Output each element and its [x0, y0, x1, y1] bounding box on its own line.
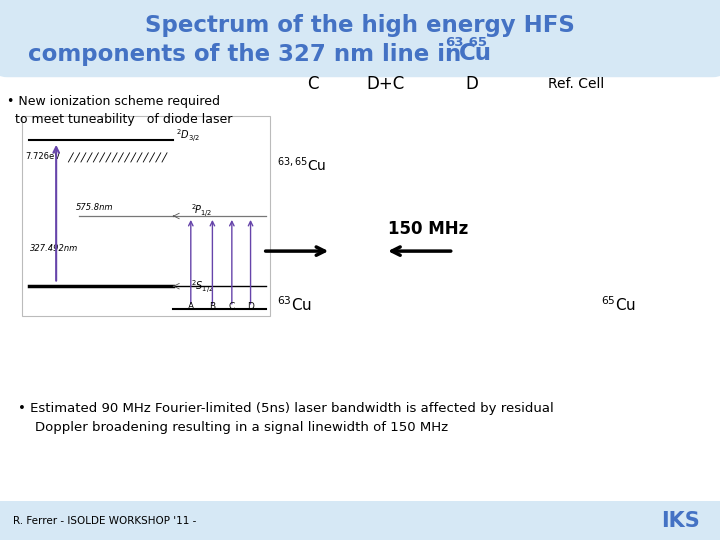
Text: $^{63,65}$Cu: $^{63,65}$Cu: [277, 156, 327, 174]
Text: D+C: D+C: [366, 75, 405, 93]
Text: C: C: [307, 75, 319, 93]
Text: $^{63}$Cu: $^{63}$Cu: [277, 296, 312, 314]
Text: • New ionization scheme required
  to meet tuneability   of diode laser: • New ionization scheme required to meet…: [7, 94, 233, 125]
Text: Ref. Cell: Ref. Cell: [548, 77, 604, 91]
Text: Spectrum of the high energy HFS: Spectrum of the high energy HFS: [145, 15, 575, 37]
Text: D: D: [465, 75, 478, 93]
Text: $^2S_{1/2}$: $^2S_{1/2}$: [191, 279, 214, 295]
Text: components of the 327 nm line in: components of the 327 nm line in: [28, 43, 469, 65]
Text: $^2\!P_{1/2}$: $^2\!P_{1/2}$: [191, 202, 212, 219]
Text: D: D: [247, 302, 254, 312]
Text: 150 MHz: 150 MHz: [388, 220, 469, 239]
Text: R. Ferrer - ISOLDE WORKSHOP '11 -: R. Ferrer - ISOLDE WORKSHOP '11 -: [13, 516, 197, 525]
Text: 327.492nm: 327.492nm: [30, 244, 78, 253]
Text: A: A: [188, 302, 194, 312]
Text: 7.726eV: 7.726eV: [25, 152, 60, 161]
Text: 63,65: 63,65: [445, 36, 487, 49]
Text: $^2D_{3/2}$: $^2D_{3/2}$: [176, 127, 200, 144]
Text: IKS: IKS: [661, 510, 700, 531]
Text: B: B: [210, 302, 215, 312]
Bar: [0, 501, 720, 540]
Text: $^{65}$Cu: $^{65}$Cu: [601, 296, 636, 314]
FancyBboxPatch shape: [0, 0, 720, 77]
Text: C: C: [229, 302, 235, 312]
Text: Cu: Cu: [459, 43, 492, 65]
Bar: [22, 116, 270, 316]
Text: 575.8nm: 575.8nm: [76, 202, 113, 212]
Text: • Estimated 90 MHz Fourier-limited (5ns) laser bandwidth is affected by residual: • Estimated 90 MHz Fourier-limited (5ns)…: [18, 402, 554, 434]
